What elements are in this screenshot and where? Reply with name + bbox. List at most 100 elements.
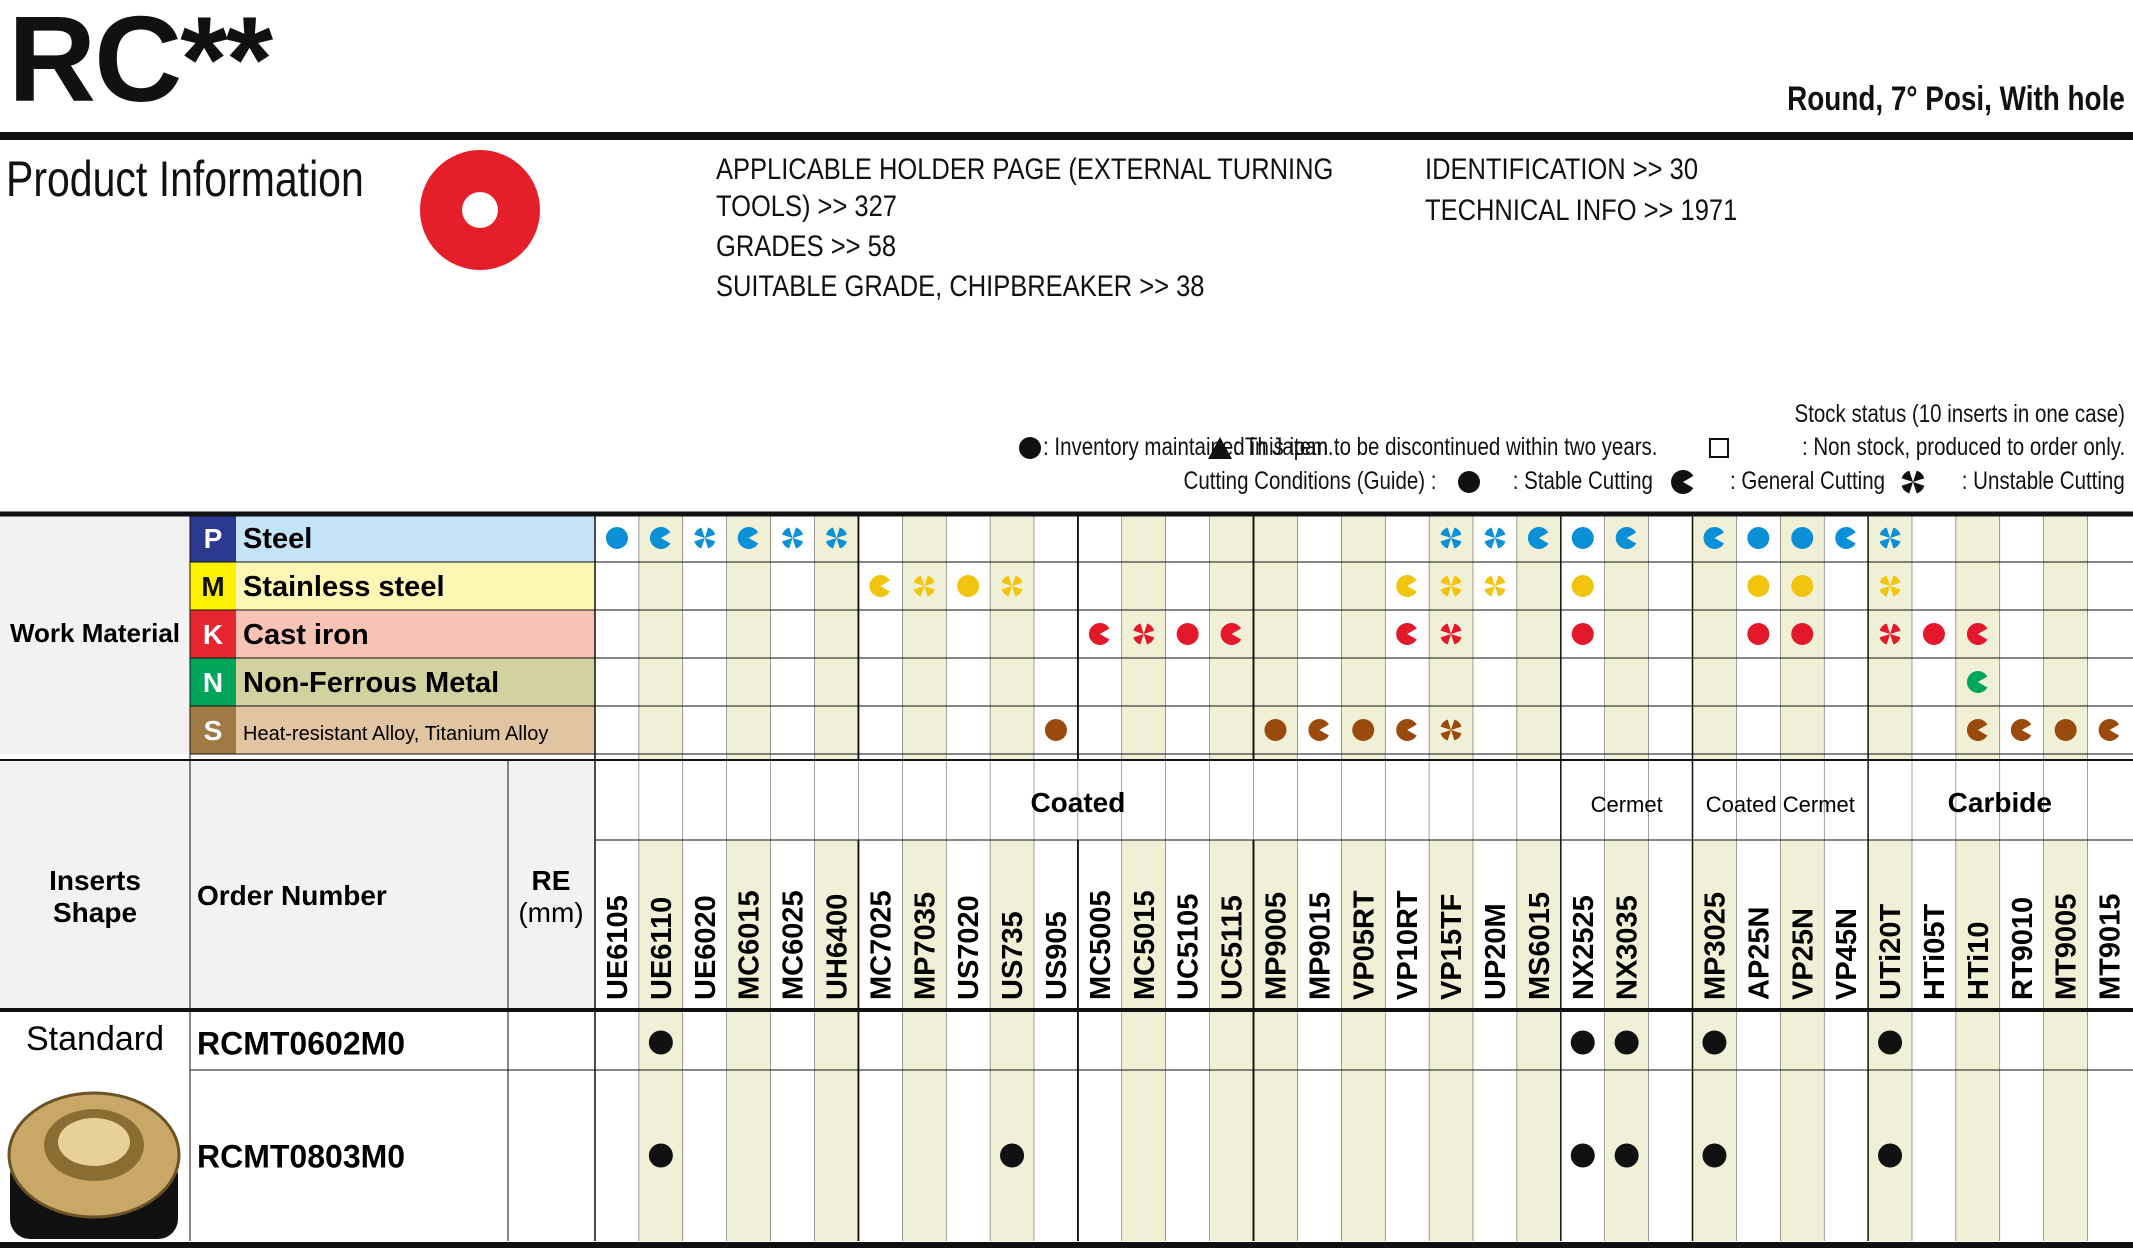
grade-label-US735: US735 [997,911,1029,1000]
grade-label-VP45N: VP45N [1831,908,1863,1000]
grade-label-MT9015: MT9015 [2095,894,2127,1000]
work-material-label-bg [0,514,190,754]
grade-label-MT9005: MT9005 [2051,894,2083,1000]
legend-unstable: : Unstable Cutting [1900,467,2125,496]
grade-label-HTi10: HTi10 [1963,922,1995,1000]
condition-mark-M [1396,575,1417,597]
material-letter-cell [190,610,236,658]
grade-label-NX2525: NX2525 [1568,895,1600,1000]
mark-petal [694,538,705,549]
condition-mark-M [1484,575,1506,597]
condition-mark-P [1484,527,1506,549]
condition-mark-S [1044,719,1067,741]
ref-holder-1[interactable]: APPLICABLE HOLDER PAGE (EXTERNAL TURNING [716,153,1334,186]
grade-label-MC6025: MC6025 [778,890,810,1000]
shaded-column [814,514,859,1241]
grade-label-MP3025: MP3025 [1699,892,1731,1000]
condition-mark-P [694,527,716,549]
mark-petal [694,527,705,538]
shaded-column [638,514,683,1241]
stock-dot [1614,1143,1639,1168]
material-letter-cell [190,514,236,562]
insert-illustration [7,1091,181,1239]
shaded-column [1121,514,1166,1241]
grade-label-NX3035: NX3035 [1612,895,1644,1000]
condition-mark-K [1220,623,1242,645]
material-name-M: Stainless steel [243,571,445,603]
stock-dot [648,1030,673,1055]
condition-mark-S [1396,719,1417,741]
insert-hole-face [58,1118,130,1166]
mark-petal [924,586,935,597]
series-title: RC** [8,0,273,127]
grade-label-HTi05T: HTi05T [1919,904,1951,1000]
grade-label-MC7025: MC7025 [865,890,897,1000]
legend-inventory: : Inventory maintained in Japan. [1018,433,1397,462]
mark-petal [1484,527,1495,538]
shaded-column [1429,514,1473,1241]
mark-petal [836,527,847,538]
grade-label-AP25N: AP25N [1743,907,1775,1001]
mark-petal [1440,538,1452,549]
ref-identification[interactable]: IDENTIFICATION >> 30 [1425,153,1699,186]
mark-petal [1494,586,1506,597]
mark-petal [913,586,925,597]
mark-petal [704,538,716,549]
condition-mark-S [1966,719,1988,741]
shaded-column [1253,514,1298,1241]
mark-petal [1143,623,1155,634]
ref-technical-info[interactable]: TECHNICAL INFO >> 1971 [1425,194,1738,227]
empty-square-icon [1708,437,1729,458]
triangle-icon [1207,436,1232,459]
grade-label-MP9015: MP9015 [1304,892,1336,1000]
stable-cutting-icon [1458,470,1481,493]
legend-discontinued: : This item to be discontinued within tw… [1207,433,1750,462]
mark-petal [1451,586,1462,597]
condition-mark-P [605,527,628,549]
mark-petal [704,527,716,538]
mark-petal [1133,623,1144,634]
mark-petal [1451,623,1462,634]
mark-petal [1440,575,1452,586]
mark-petal [1451,730,1462,741]
stock-dot [1878,1143,1903,1168]
mark-petal [1440,527,1452,538]
material-name-K: Cast iron [243,619,369,651]
condition-mark-P [1791,527,1814,549]
condition-mark-K [1440,623,1462,645]
condition-mark-K [1396,623,1417,645]
ref-chipbreaker[interactable]: SUITABLE GRADE, CHIPBREAKER >> 38 [716,270,1205,303]
condition-mark-P [1440,527,1462,549]
ref-grades[interactable]: GRADES >> 58 [716,230,897,263]
mark-petal [924,575,935,586]
shaded-column [1341,514,1386,1241]
mark-petal [1484,538,1495,549]
ref-holder-2[interactable]: TOOLS) >> 327 [716,190,897,223]
stock-dot [1702,1030,1727,1055]
grade-label-MC6015: MC6015 [734,890,766,1000]
grade-table: Work Material P Steel M Stainless steel K Cast… [0,511,2133,1241]
material-letter-M: M [201,571,224,602]
mark-petal [1494,575,1506,586]
grade-label-MS6015: MS6015 [1524,892,1556,1000]
material-letter-cell [190,706,236,754]
mark-petal [1440,623,1452,634]
stock-dot [648,1143,673,1168]
condition-mark-M [957,575,980,597]
condition-mark-K [1879,623,1901,645]
work-material-label: Work Material [10,618,180,648]
mark-petal [1012,575,1023,586]
grade-label-UC5105: UC5105 [1173,894,1205,1000]
condition-mark-M [1747,575,1770,597]
condition-mark-S [1352,719,1375,741]
material-name-P: Steel [243,523,312,555]
mark-petal [1890,527,1901,538]
order-number: RCMT0803M0 [197,1139,405,1175]
unstable-cutting-icon [1901,470,1925,493]
order-number-header: Order Number [197,880,387,911]
mark-petal [1012,586,1023,597]
grade-label-RT9010: RT9010 [2007,897,2039,1000]
stock-dot [1570,1030,1595,1055]
condition-mark-P [1615,527,1637,549]
stock-dot [1702,1143,1727,1168]
